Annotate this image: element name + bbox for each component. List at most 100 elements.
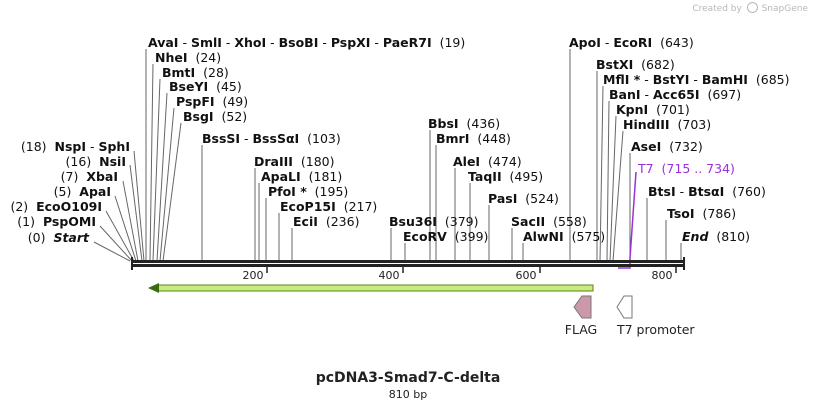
enzyme-name: Start xyxy=(53,230,90,245)
snapgene-credit: Created by SnapGene xyxy=(692,2,808,14)
enzyme-name: NspI xyxy=(55,139,87,154)
label-nsii: (16) NsiI xyxy=(66,154,126,169)
enzyme-name: ApaLI xyxy=(261,169,301,184)
cut-position: (18) xyxy=(21,139,55,154)
label-ecop15i: EcoP15I (217) xyxy=(280,199,377,214)
cut-position: (0) xyxy=(28,230,54,245)
enzyme-name: SphI xyxy=(98,139,130,154)
label-avai: AvaI - SmlI - XhoI - BsoBI - PspXI - Pae… xyxy=(148,35,465,50)
line-bani xyxy=(606,100,610,262)
backbone-strand-top xyxy=(131,260,685,263)
enzyme-name: BmrI xyxy=(436,131,469,146)
label-bsssi: BssSI - BssSαI (103) xyxy=(202,131,341,146)
label-nspi: (18) NspI - SphI xyxy=(21,139,130,154)
label-asei: AseI (732) xyxy=(631,139,703,154)
line-kpni xyxy=(609,115,617,262)
orf-arrow[interactable] xyxy=(148,283,594,293)
enzyme-name: BsgI xyxy=(183,109,214,124)
cut-position: (682) xyxy=(633,57,675,72)
cut-position: (810) xyxy=(708,229,750,244)
enzyme-name: ApaI xyxy=(79,184,111,199)
label-pspomi: (1) PspOMI xyxy=(17,214,96,229)
enzyme-name: ApoI xyxy=(569,35,601,50)
cut-position: (558) xyxy=(545,214,587,229)
label-alei: AleI (474) xyxy=(453,154,522,169)
enzyme-name: BsoBI xyxy=(279,35,319,50)
cut-position: (495) xyxy=(502,169,544,184)
enzyme-name: EcoP15I xyxy=(280,199,336,214)
label-hindiii: HindIII (703) xyxy=(623,117,711,132)
label-bmti: BmtI (28) xyxy=(162,65,229,80)
label-mfli: MflI * - BstYI - BamHI (685) xyxy=(603,72,790,87)
line-mfli xyxy=(599,85,604,262)
enzyme-name: BseYI xyxy=(169,79,208,94)
enzyme-name: SacII xyxy=(511,214,545,229)
line-nhei xyxy=(149,63,154,262)
enzyme-name: BtsI xyxy=(648,184,676,199)
label-nhei: NheI (24) xyxy=(155,50,221,65)
label-bstxi: BstXI (682) xyxy=(596,57,675,72)
enzyme-name: EcoRV xyxy=(403,229,447,244)
t7-promoter-arrow-icon xyxy=(616,295,633,319)
enzyme-name: EcoRI xyxy=(613,35,652,50)
cut-position: (643) xyxy=(652,35,694,50)
cut-position: (1) xyxy=(17,214,43,229)
cut-position: (5) xyxy=(54,184,80,199)
label-bseyi: BseYI (45) xyxy=(169,79,242,94)
line-start xyxy=(93,241,131,262)
label-taqii: TaqII (495) xyxy=(468,169,543,184)
enzyme-name: BssSαI xyxy=(253,131,300,146)
enzyme-name: KpnI xyxy=(616,102,648,117)
label-btsi: BtsI - BtsαI (760) xyxy=(648,184,766,199)
feature-flag[interactable]: FLAG xyxy=(565,295,597,337)
line-nspi xyxy=(133,150,145,262)
cut-position: (474) xyxy=(480,154,522,169)
label-kpni: KpnI (701) xyxy=(616,102,690,117)
cut-position: (195) xyxy=(307,184,349,199)
enzyme-name: BssSI xyxy=(202,131,240,146)
cut-position: - xyxy=(601,35,613,50)
cut-position: (524) xyxy=(517,191,559,206)
line-pspfi xyxy=(159,107,175,262)
cut-position: (732) xyxy=(661,139,703,154)
enzyme-name: AvaI xyxy=(148,35,178,50)
cut-position: - xyxy=(178,35,190,50)
cut-position: (436) xyxy=(459,116,501,131)
cut-position: - xyxy=(222,35,234,50)
t7-promoter-label: T7 promoter xyxy=(616,322,695,337)
backbone xyxy=(131,257,685,270)
cut-position: (236) xyxy=(318,214,360,229)
enzyme-name: PspFI xyxy=(176,94,215,109)
cut-position: (45) xyxy=(208,79,242,94)
cut-position: (701) xyxy=(648,102,690,117)
label-start: (0) Start xyxy=(28,230,90,245)
tick-label-400: 400 xyxy=(379,269,400,282)
cut-position: - xyxy=(676,184,688,199)
cut-position: - xyxy=(641,87,653,102)
enzyme-name: BtsαI xyxy=(688,184,724,199)
enzyme-name: PasI xyxy=(488,191,517,206)
enzyme-name: Acc65I xyxy=(653,87,700,102)
plasmid-name: pcDNA3-Smad7-C-delta xyxy=(315,370,501,386)
enzyme-name: PspOMI xyxy=(43,214,96,229)
tick-label-200: 200 xyxy=(243,269,264,282)
line-ecoo109i xyxy=(105,210,135,262)
cut-position: - xyxy=(86,139,98,154)
cut-position: (24) xyxy=(188,50,222,65)
label-bmri: BmrI (448) xyxy=(436,131,511,146)
feature-t7-promoter[interactable]: T7 promoter xyxy=(616,295,695,337)
label-end: End (810) xyxy=(682,229,750,244)
cut-position: (181) xyxy=(301,169,343,184)
cut-position: (448) xyxy=(469,131,511,146)
cut-position: - xyxy=(370,35,382,50)
label-bsgi: BsgI (52) xyxy=(183,109,247,124)
enzyme-name: AseI xyxy=(631,139,661,154)
enzyme-name: BmtI xyxy=(162,65,195,80)
line-hindiii xyxy=(612,130,624,262)
enzyme-name: XhoI xyxy=(234,35,266,50)
cut-site-lines xyxy=(93,49,682,262)
line-apai xyxy=(114,195,137,262)
line-nsii xyxy=(129,164,143,262)
